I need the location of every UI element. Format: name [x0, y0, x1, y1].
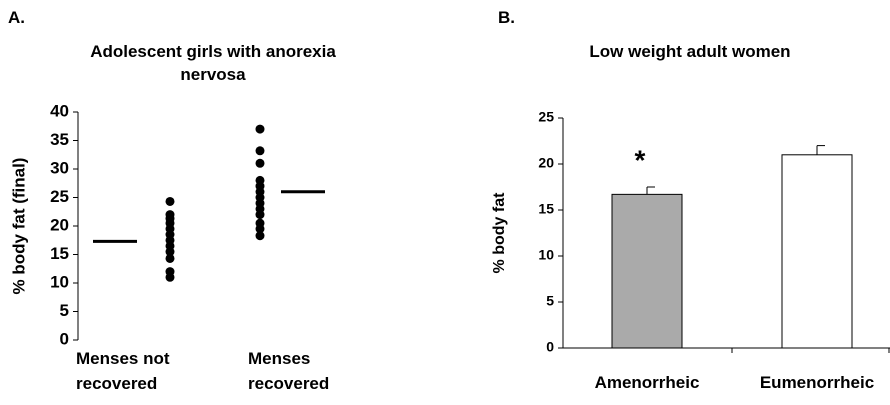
data-point: [165, 196, 175, 206]
chart-title: Low weight adult women: [589, 42, 791, 61]
y-tick-label: 10: [538, 247, 554, 263]
y-tick-label: 20: [538, 155, 554, 171]
data-point: [255, 231, 265, 241]
y-axis-label: % body fat: [491, 192, 508, 274]
y-tick-label: 0: [60, 329, 69, 348]
y-tick-label: 20: [50, 215, 69, 234]
data-point: [255, 158, 265, 168]
y-tick-label: 5: [60, 301, 69, 320]
y-tick-label: 15: [50, 244, 69, 263]
chart-title: Adolescent girls with anorexia nervosa: [90, 42, 336, 84]
y-tick-label: 15: [538, 201, 554, 217]
y-tick-label: 40: [50, 101, 69, 120]
data-point: [165, 272, 175, 282]
data-point: [255, 146, 265, 156]
data-point: [255, 224, 265, 234]
x-tick-label: Menses recovered: [248, 349, 330, 393]
y-tick-label: 30: [50, 158, 69, 177]
y-tick-label: 0: [546, 339, 554, 355]
data-point: [255, 124, 265, 134]
data-point: [165, 247, 175, 257]
y-axis-label: % body fat (final): [9, 158, 28, 295]
y-tick-label: 10: [50, 272, 69, 291]
data-point: [255, 210, 265, 220]
y-tick-label: 5: [546, 293, 554, 309]
x-tick-label: Menses not recovered: [76, 349, 170, 393]
bar: [611, 193, 683, 349]
panel-label: B.: [498, 8, 515, 27]
x-tick-label: Amenorrheic: [594, 373, 700, 392]
x-tick-label: Eumenorrheic: [759, 373, 875, 392]
data-point: [165, 253, 175, 263]
y-tick-label: 25: [50, 187, 69, 206]
bar: [781, 154, 853, 349]
y-tick-label: 35: [50, 130, 69, 149]
panel-label: A.: [8, 8, 25, 27]
annotation: *: [635, 144, 646, 175]
y-tick-label: 25: [538, 109, 554, 125]
